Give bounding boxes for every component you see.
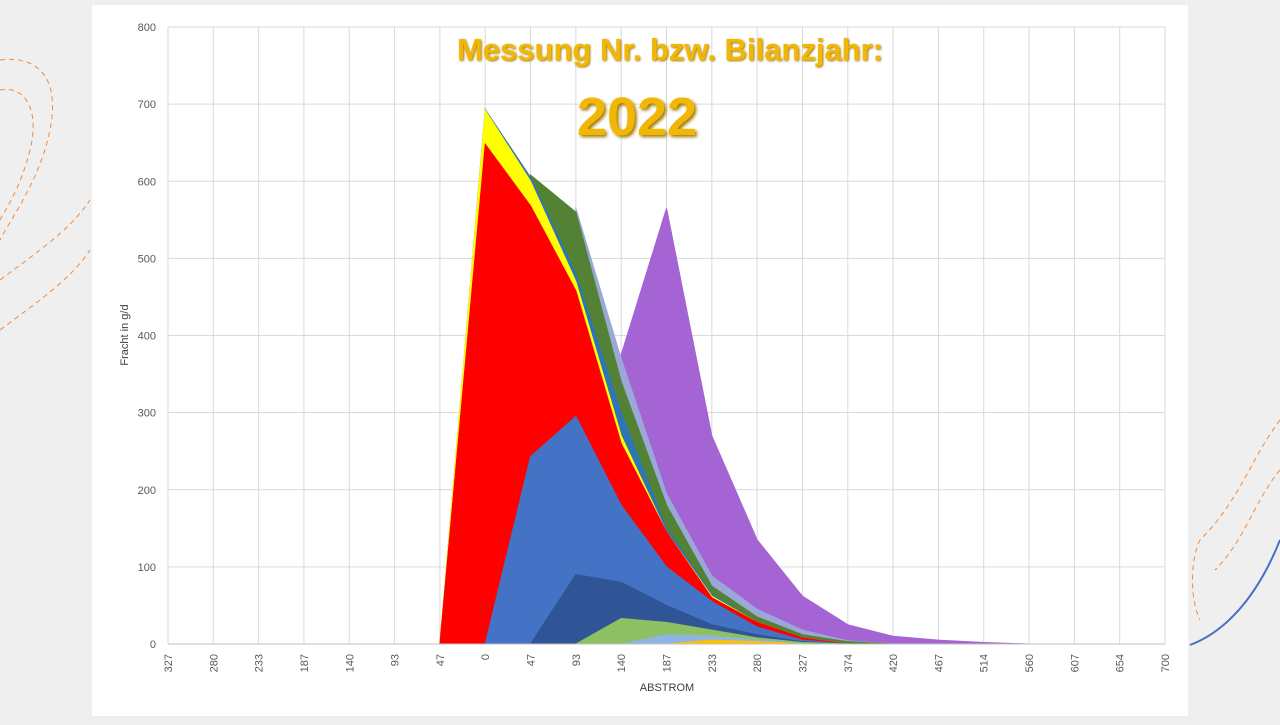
chart-subtitle: 2022 [577, 87, 697, 147]
chart-title: Messung Nr. bzw. Bilanzjahr: [457, 32, 883, 67]
x-tick-label: 514 [979, 654, 991, 672]
x-axis-label: ABSTROM [640, 682, 694, 694]
y-tick-label: 700 [138, 99, 156, 111]
x-tick-label: 700 [1160, 654, 1172, 672]
x-tick-label: 280 [208, 654, 220, 672]
x-tick-label: 374 [843, 654, 855, 672]
y-tick-label: 600 [138, 176, 156, 188]
y-tick-label: 800 [138, 22, 156, 34]
y-tick-label: 200 [138, 485, 156, 497]
x-tick-label: 140 [616, 654, 628, 672]
x-tick-label: 233 [707, 654, 719, 672]
x-tick-label: 93 [390, 654, 402, 666]
y-tick-label: 300 [138, 408, 156, 420]
x-tick-label: 420 [888, 654, 900, 672]
x-tick-label: 47 [526, 654, 538, 666]
y-axis-label: Fracht in g/d [119, 304, 131, 365]
x-tick-label: 280 [752, 654, 764, 672]
x-tick-label: 560 [1024, 654, 1036, 672]
y-tick-label: 400 [138, 331, 156, 343]
x-tick-label: 47 [435, 654, 447, 666]
x-tick-label: 0 [480, 654, 492, 660]
x-tick-label: 233 [254, 654, 266, 672]
x-tick-label: 140 [344, 654, 356, 672]
y-tick-label: 100 [138, 562, 156, 574]
y-tick-label: 500 [138, 253, 156, 265]
x-tick-label: 607 [1069, 654, 1081, 672]
x-tick-label: 187 [299, 654, 311, 672]
decoration [1189, 539, 1280, 646]
x-tick-label: 654 [1115, 654, 1127, 672]
x-tick-label: 327 [797, 654, 809, 672]
x-tick-label: 93 [571, 654, 583, 666]
x-tick-label: 467 [933, 654, 945, 672]
decoration [0, 58, 1280, 621]
x-tick-label: 327 [163, 654, 175, 672]
y-tick-label: 0 [150, 639, 156, 651]
x-tick-label: 187 [662, 654, 674, 672]
